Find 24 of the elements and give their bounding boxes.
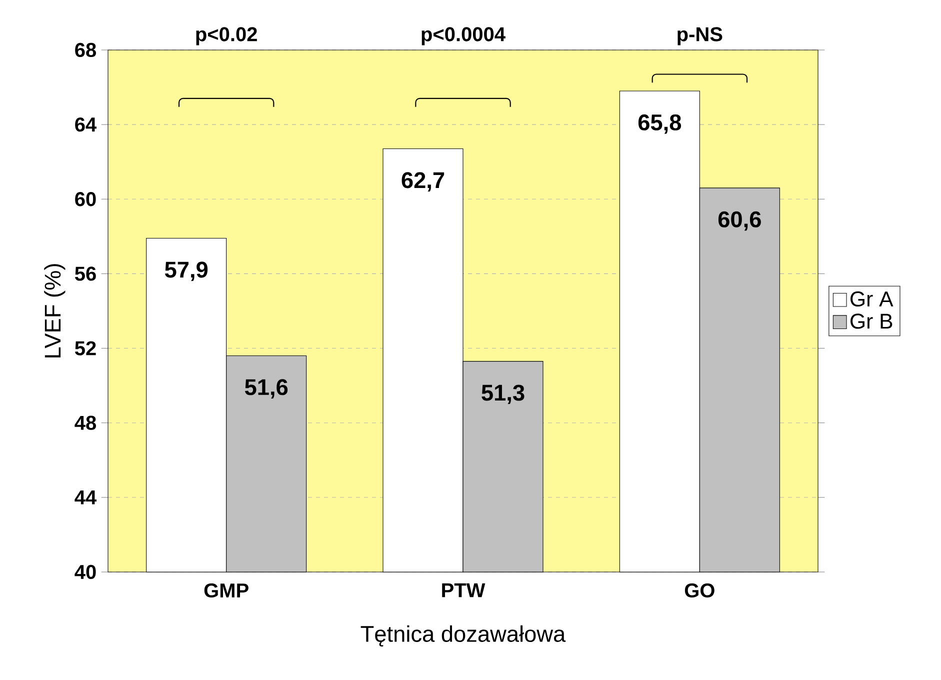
- data-label: 51,3: [482, 384, 524, 404]
- y-tick-label: 68: [75, 42, 96, 58]
- data-label: 65,8: [638, 114, 682, 134]
- y-tick-label: 44: [74, 490, 97, 504]
- text: p<0.02: [196, 27, 257, 46]
- y-tick-label: 64: [75, 117, 97, 132]
- x-tick-label: GMP: [204, 583, 248, 598]
- x-tick-label: PTW: [442, 583, 486, 598]
- y-tick-label: 56: [74, 266, 96, 281]
- data-label: 62,7: [402, 172, 444, 192]
- data-label: 51,6: [244, 379, 288, 398]
- legend-label: Gr A: [850, 291, 894, 307]
- data-label: 60,6: [718, 211, 761, 231]
- legend-label: Gr B: [850, 314, 892, 329]
- y-tick-label: 40: [74, 564, 96, 580]
- y-axis-title: LVEF (%): [44, 264, 66, 358]
- data-label: 57,9: [164, 262, 208, 281]
- x-axis-title: Tętnica dozawałowa: [360, 625, 566, 646]
- y-tick-label: 52: [74, 341, 96, 356]
- text: p-NS: [678, 27, 722, 46]
- y-tick-label: 60: [75, 192, 96, 206]
- x-tick-label: GO: [684, 583, 714, 598]
- y-tick-label: 48: [74, 416, 96, 430]
- text: p<0.0004: [422, 27, 506, 46]
